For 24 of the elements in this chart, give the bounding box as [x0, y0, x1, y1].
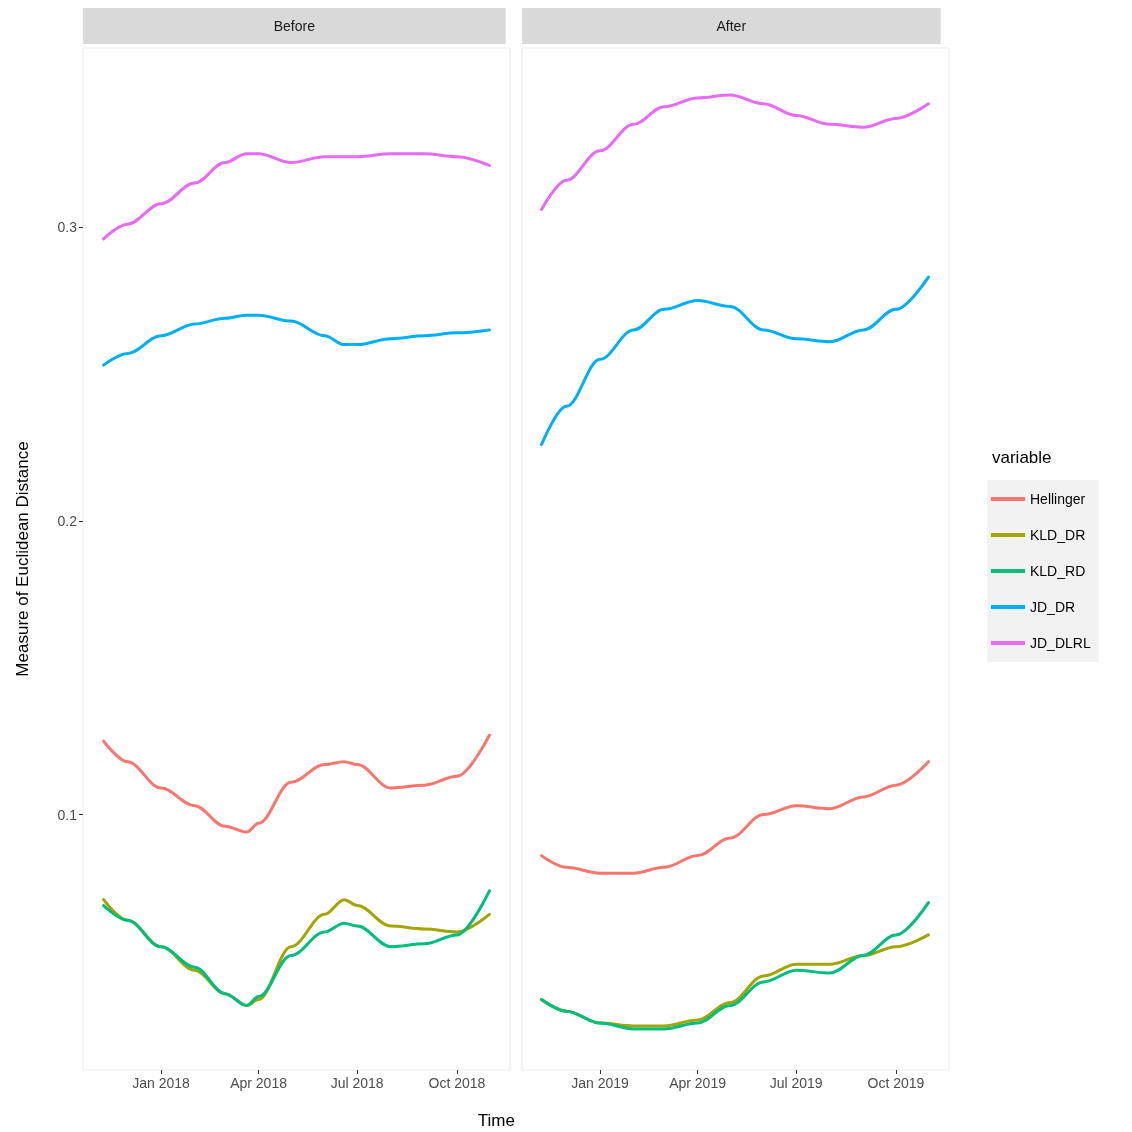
x-tick-label: Jul 2019 [769, 1075, 823, 1091]
chart-title: Before [273, 18, 316, 34]
line-series [102, 733, 491, 834]
legend-label: KLD_RD [1030, 563, 1086, 579]
y-tick-label: 0.3 [57, 219, 78, 236]
legend-title: variable [992, 448, 1052, 467]
x-axis-title: Time [477, 1110, 515, 1130]
x-tick-label: Jan 2018 [132, 1075, 191, 1091]
x-tick-label: Oct 2018 [428, 1075, 486, 1091]
line-series [102, 313, 491, 367]
y-tick-label: 0.2 [57, 512, 78, 529]
legend-label: Hellinger [1030, 491, 1086, 507]
legend-label: JD_DR [1030, 599, 1076, 615]
x-tick-label: Jul 2018 [330, 1075, 384, 1091]
legend-label: JD_DLRL [1030, 635, 1091, 651]
line-series [102, 152, 491, 241]
legend-label: KLD_DR [1030, 527, 1086, 543]
x-tick-label: Apr 2018 [230, 1075, 288, 1091]
y-axis-title: Measure of Euclidean Distance [12, 441, 32, 677]
x-tick-label: Apr 2019 [669, 1075, 727, 1091]
y-tick-label: 0.1 [57, 806, 78, 823]
x-tick-label: Jan 2019 [571, 1075, 630, 1091]
chart-title: After [716, 18, 747, 34]
x-tick-label: Oct 2019 [867, 1075, 925, 1091]
